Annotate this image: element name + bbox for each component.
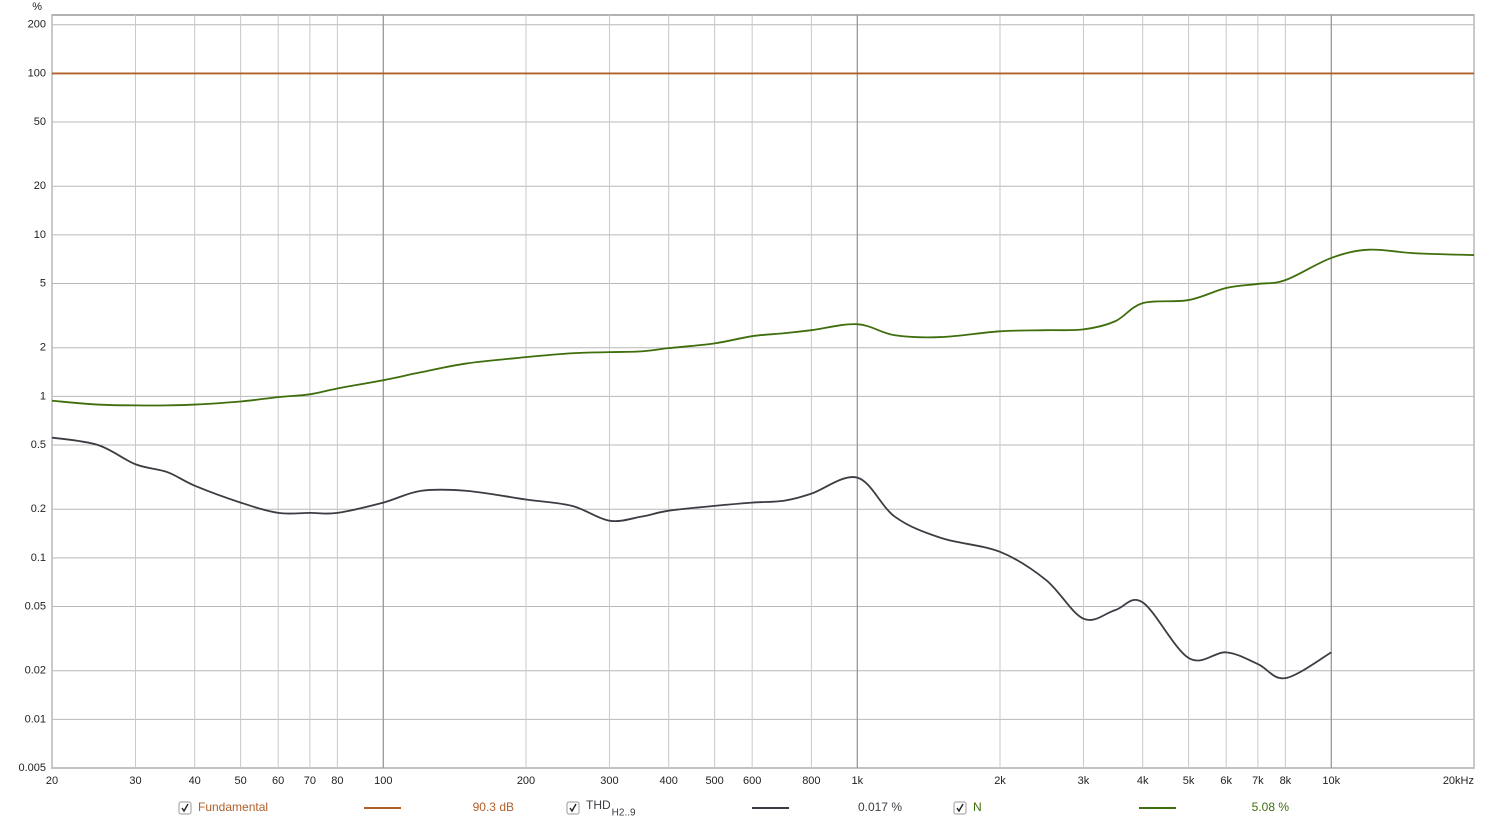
y-unit: % bbox=[32, 1, 42, 13]
legend-label: N bbox=[973, 800, 982, 814]
plot-area bbox=[51, 14, 1475, 769]
y-tick-label: 2 bbox=[40, 342, 46, 354]
legend-item: Fundamental 90.3 dB bbox=[178, 800, 514, 815]
x-tick-label: 300 bbox=[600, 775, 618, 787]
x-tick-label: 1k bbox=[851, 775, 863, 787]
x-tick-label: 100 bbox=[374, 775, 392, 787]
grid bbox=[51, 15, 1475, 769]
checkmark bbox=[956, 803, 964, 813]
x-tick-label: 60 bbox=[272, 775, 284, 787]
y-tick-label: 0.1 bbox=[31, 552, 46, 564]
x-tick-label: 800 bbox=[802, 775, 820, 787]
y-tick-label: 0.2 bbox=[31, 503, 46, 515]
x-tick-label: 400 bbox=[660, 775, 678, 787]
legend-item: N 5.08 % bbox=[953, 800, 1290, 815]
x-tick-label: 500 bbox=[705, 775, 723, 787]
x-tick-label: 2k bbox=[994, 775, 1006, 787]
x-tick-label: 20 bbox=[46, 775, 58, 787]
x-tick-label: 50 bbox=[234, 775, 246, 787]
legend-readout: 5.08 % bbox=[1252, 800, 1290, 814]
y-tick-label: 20 bbox=[34, 180, 46, 192]
x-tick-label: 7k bbox=[1252, 775, 1264, 787]
y-tick-label: 10 bbox=[34, 229, 46, 241]
y-tick-label: 0.01 bbox=[25, 713, 46, 725]
legend-readout: 0.017 % bbox=[858, 800, 902, 814]
x-tick-label: 3k bbox=[1078, 775, 1090, 787]
y-tick-label: 50 bbox=[34, 116, 46, 128]
series-line bbox=[51, 248, 1475, 407]
y-tick-label: 0.05 bbox=[25, 600, 46, 612]
x-tick-label: 20kHz bbox=[1443, 775, 1474, 787]
x-tick-label: 5k bbox=[1183, 775, 1195, 787]
y-tick-label: 200 bbox=[28, 19, 46, 31]
x-tick-label: 8k bbox=[1280, 775, 1292, 787]
y-tick-label: 0.005 bbox=[18, 762, 46, 774]
x-tick-label: 4k bbox=[1137, 775, 1149, 787]
legend-readout: 90.3 dB bbox=[473, 800, 514, 814]
x-tick-label: 10k bbox=[1322, 775, 1340, 787]
x-tick-label: 600 bbox=[743, 775, 761, 787]
y-tick-label: 5 bbox=[40, 277, 46, 289]
checkmark bbox=[181, 803, 189, 813]
x-tick-label: 70 bbox=[304, 775, 316, 787]
legend-label: THD bbox=[586, 798, 611, 812]
x-tick-label: 80 bbox=[331, 775, 343, 787]
legend-subscript: H2..9 bbox=[612, 808, 636, 819]
x-tick-label: 200 bbox=[517, 775, 535, 787]
x-tick-label: 6k bbox=[1220, 775, 1232, 787]
y-tick-label: 1 bbox=[40, 390, 46, 402]
x-tick-label: 30 bbox=[129, 775, 141, 787]
y-tick-label: 0.5 bbox=[31, 439, 46, 451]
x-tick-label: 40 bbox=[189, 775, 201, 787]
checkmark bbox=[569, 803, 577, 813]
y-tick-label: 0.02 bbox=[25, 665, 46, 677]
y-tick-label: 100 bbox=[28, 67, 46, 79]
legend-label: Fundamental bbox=[198, 800, 268, 814]
series-line bbox=[51, 436, 1332, 680]
